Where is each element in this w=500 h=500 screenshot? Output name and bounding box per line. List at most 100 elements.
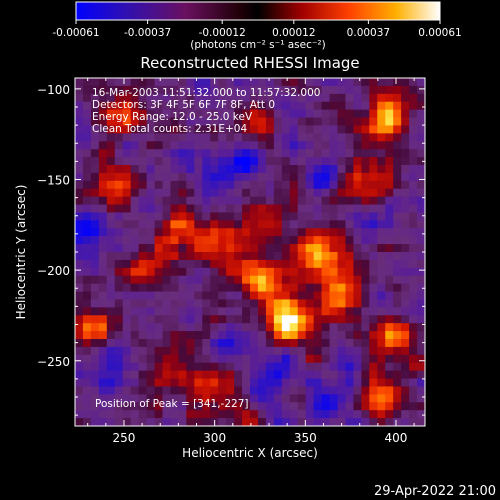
heatmap-cell <box>218 346 227 356</box>
heatmap-cell <box>210 101 219 111</box>
heatmap-cell <box>401 165 410 174</box>
heatmap-cell <box>202 315 211 324</box>
heatmap-cell <box>337 354 347 364</box>
heatmap-cell <box>321 244 331 253</box>
heatmap-cell <box>154 362 164 372</box>
heatmap-cell <box>226 362 235 372</box>
heatmap-cell <box>361 101 370 111</box>
heatmap-cell <box>130 141 140 150</box>
heatmap-cell <box>337 220 347 229</box>
heatmap-cell <box>146 291 156 301</box>
heatmap-cell <box>329 291 339 301</box>
heatmap-cell <box>210 149 219 158</box>
heatmap-cell <box>265 275 275 285</box>
heatmap-cell <box>369 125 378 134</box>
heatmap-cell <box>337 236 347 245</box>
heatmap-cell <box>329 141 339 150</box>
heatmap-cell <box>234 125 243 134</box>
heatmap-cell <box>162 299 172 308</box>
heatmap-cell <box>106 157 116 166</box>
heatmap-cell <box>393 299 402 308</box>
heatmap-cell <box>242 259 251 269</box>
heatmap-cell <box>281 188 291 198</box>
heatmap-cell <box>337 362 347 372</box>
heatmap-cell <box>313 220 323 229</box>
heatmap-cell <box>194 244 203 253</box>
heatmap-cell <box>289 299 299 308</box>
x-axis-ticks: 250 300 350 400 <box>87 78 415 445</box>
heatmap-cell <box>98 141 108 150</box>
heatmap-cell <box>353 149 362 158</box>
heatmap-cell <box>202 109 211 119</box>
heatmap-cell <box>234 315 243 324</box>
heatmap-cell <box>345 93 354 103</box>
heatmap-cell <box>242 93 251 103</box>
heatmap-cell <box>154 386 164 395</box>
heatmap-cell <box>401 346 410 356</box>
y-tick-label: −150 <box>37 174 70 188</box>
heatmap-cell <box>75 291 84 301</box>
heatmap-cell <box>154 244 164 253</box>
heatmap-cell <box>194 394 203 403</box>
heatmap-cell <box>257 275 267 285</box>
heatmap-cell <box>257 93 267 103</box>
heatmap-cell <box>401 267 410 277</box>
heatmap-cell <box>297 394 307 403</box>
heatmap-cell <box>154 275 164 285</box>
heatmap-cell <box>273 244 283 253</box>
heatmap-cell <box>202 93 211 103</box>
heatmap-cell <box>226 283 235 293</box>
heatmap-cell <box>75 394 84 403</box>
heatmap-cell <box>297 283 307 293</box>
heatmap-cell <box>385 244 394 253</box>
heatmap-cell <box>417 165 425 174</box>
heatmap-cell <box>130 196 140 206</box>
heatmap-cell <box>210 157 219 166</box>
heatmap-cell <box>98 410 108 419</box>
heatmap-cell <box>194 85 203 95</box>
heatmap-cell <box>265 157 275 166</box>
heatmap-cell <box>75 323 84 332</box>
heatmap-cell <box>369 101 378 111</box>
heatmap-cell <box>162 370 172 380</box>
heatmap-cell <box>361 323 370 332</box>
heatmap-cell <box>321 418 331 426</box>
heatmap-cell <box>146 101 156 111</box>
heatmap-cell <box>273 402 283 411</box>
heatmap-cell <box>361 149 370 158</box>
heatmap-cell <box>273 307 283 316</box>
heatmap-cell <box>138 252 148 261</box>
heatmap-cell <box>369 291 378 301</box>
heatmap-cell <box>337 323 347 332</box>
heatmap-cell <box>202 259 211 269</box>
heatmap-cell <box>297 188 307 198</box>
heatmap-cell <box>409 212 418 221</box>
heatmap-cell <box>82 259 92 269</box>
heatmap-cell <box>257 299 267 308</box>
heatmap-cell <box>218 220 227 229</box>
heatmap-cell <box>361 370 370 380</box>
heatmap-cell <box>75 172 84 182</box>
heatmap-cell <box>122 109 132 119</box>
heatmap-cell <box>345 101 354 111</box>
heatmap-cell <box>361 394 370 403</box>
heatmap-cell <box>210 85 219 95</box>
heatmap-cell <box>329 220 339 229</box>
heatmap-cell <box>234 93 243 103</box>
heatmap-cell <box>114 149 124 158</box>
heatmap-cell <box>385 323 394 332</box>
heatmap-cell <box>75 307 84 316</box>
heatmap-cell <box>202 228 211 237</box>
heatmap-cell <box>353 410 362 419</box>
heatmap-cell <box>146 331 156 340</box>
heatmap-cell <box>106 307 116 316</box>
heatmap-cell <box>369 133 378 142</box>
heatmap-cell <box>377 283 386 293</box>
heatmap-cell <box>281 259 291 269</box>
heatmap-cell <box>75 180 84 190</box>
heatmap-cell <box>210 331 219 340</box>
heatmap-cell <box>98 228 108 237</box>
heatmap-cell <box>226 85 235 95</box>
heatmap-cell <box>409 252 418 261</box>
